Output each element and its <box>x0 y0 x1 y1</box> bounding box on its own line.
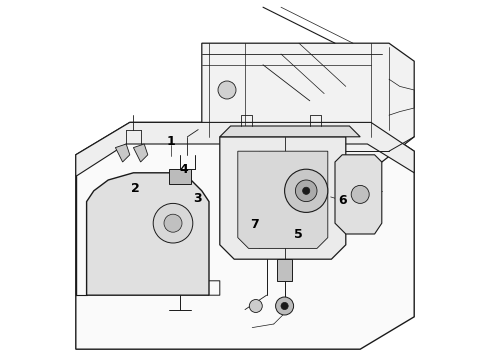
Circle shape <box>281 302 288 310</box>
Circle shape <box>218 81 236 99</box>
Circle shape <box>164 214 182 232</box>
Polygon shape <box>277 259 292 281</box>
Polygon shape <box>133 144 148 162</box>
Polygon shape <box>202 43 414 162</box>
Circle shape <box>303 187 310 194</box>
Text: 1: 1 <box>167 135 175 148</box>
Polygon shape <box>76 122 414 349</box>
Polygon shape <box>220 137 346 259</box>
Circle shape <box>275 297 294 315</box>
Polygon shape <box>220 126 360 137</box>
Polygon shape <box>76 122 414 176</box>
Circle shape <box>249 300 262 312</box>
Circle shape <box>351 185 369 203</box>
Text: 5: 5 <box>294 228 303 241</box>
Polygon shape <box>87 173 209 295</box>
Polygon shape <box>170 169 191 184</box>
Text: 7: 7 <box>250 219 259 231</box>
Circle shape <box>285 169 328 212</box>
Circle shape <box>153 203 193 243</box>
Polygon shape <box>116 144 130 162</box>
Polygon shape <box>238 151 328 248</box>
Polygon shape <box>335 155 382 234</box>
Text: 2: 2 <box>131 183 140 195</box>
Text: 3: 3 <box>193 192 202 205</box>
Text: 6: 6 <box>339 194 347 207</box>
Circle shape <box>295 180 317 202</box>
Text: 4: 4 <box>179 163 188 176</box>
